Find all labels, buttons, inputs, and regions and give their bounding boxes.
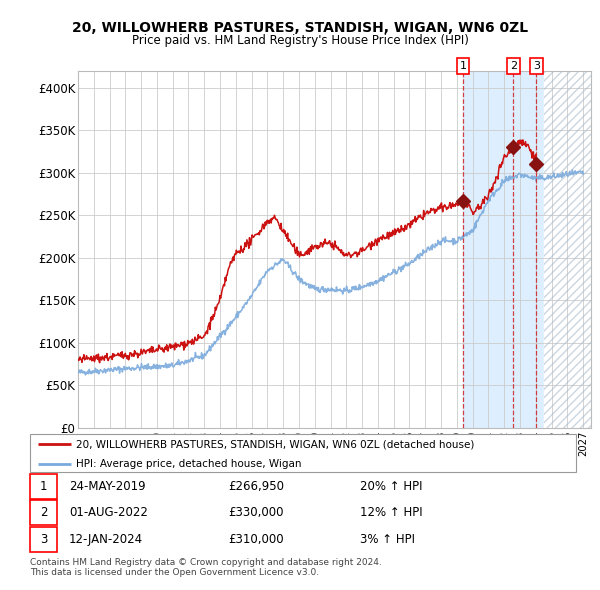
- Text: Price paid vs. HM Land Registry's House Price Index (HPI): Price paid vs. HM Land Registry's House …: [131, 34, 469, 47]
- Text: 24-MAY-2019: 24-MAY-2019: [69, 480, 146, 493]
- Text: 3: 3: [533, 61, 540, 71]
- Text: 2: 2: [510, 61, 517, 71]
- Text: 1: 1: [40, 480, 47, 493]
- Text: Contains HM Land Registry data © Crown copyright and database right 2024.: Contains HM Land Registry data © Crown c…: [30, 558, 382, 566]
- Text: This data is licensed under the Open Government Licence v3.0.: This data is licensed under the Open Gov…: [30, 568, 319, 577]
- Text: £310,000: £310,000: [228, 533, 284, 546]
- Text: 01-AUG-2022: 01-AUG-2022: [69, 506, 148, 519]
- Text: £330,000: £330,000: [228, 506, 284, 519]
- Bar: [544, 71, 591, 428]
- Text: 20, WILLOWHERB PASTURES, STANDISH, WIGAN, WN6 0ZL: 20, WILLOWHERB PASTURES, STANDISH, WIGAN…: [72, 21, 528, 35]
- Text: HPI: Average price, detached house, Wigan: HPI: Average price, detached house, Wiga…: [76, 458, 302, 468]
- Bar: [463, 71, 556, 428]
- Bar: [544, 71, 591, 428]
- Text: 3% ↑ HPI: 3% ↑ HPI: [360, 533, 415, 546]
- Text: 2: 2: [40, 506, 47, 519]
- Text: 1: 1: [460, 61, 466, 71]
- Text: 20% ↑ HPI: 20% ↑ HPI: [360, 480, 422, 493]
- Text: 3: 3: [40, 533, 47, 546]
- Text: 12% ↑ HPI: 12% ↑ HPI: [360, 506, 422, 519]
- FancyBboxPatch shape: [30, 434, 576, 472]
- Text: 12-JAN-2024: 12-JAN-2024: [69, 533, 143, 546]
- Text: 20, WILLOWHERB PASTURES, STANDISH, WIGAN, WN6 0ZL (detached house): 20, WILLOWHERB PASTURES, STANDISH, WIGAN…: [76, 440, 475, 450]
- Text: £266,950: £266,950: [228, 480, 284, 493]
